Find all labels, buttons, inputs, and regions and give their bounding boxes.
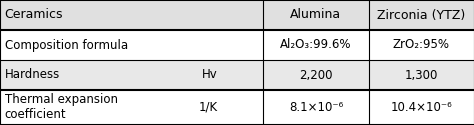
Bar (369, 90, 474, 125)
Text: 1/K: 1/K (199, 101, 218, 114)
Bar (0, 30, 263, 60)
Text: Ceramics: Ceramics (5, 8, 63, 22)
Text: Hv: Hv (202, 68, 218, 82)
Text: 1,300: 1,300 (405, 68, 438, 82)
Text: ZrO₂:95%: ZrO₂:95% (393, 38, 450, 52)
Text: 8.1×10⁻⁶: 8.1×10⁻⁶ (289, 101, 343, 114)
Text: Al₂O₃:99.6%: Al₂O₃:99.6% (280, 38, 352, 52)
Bar (263, 0, 369, 30)
Bar (369, 60, 474, 90)
Bar (0, 0, 263, 30)
Bar (369, 0, 474, 30)
Bar (263, 30, 369, 60)
Bar (0, 90, 263, 125)
Text: Hardness: Hardness (5, 68, 60, 82)
Bar (0, 60, 263, 90)
Bar (369, 30, 474, 60)
Text: 10.4×10⁻⁶: 10.4×10⁻⁶ (391, 101, 452, 114)
Text: Thermal expansion
coefficient: Thermal expansion coefficient (5, 94, 118, 122)
Text: Zirconia (YTZ): Zirconia (YTZ) (377, 8, 465, 22)
Bar (263, 60, 369, 90)
Text: Alumina: Alumina (291, 8, 341, 22)
Text: Composition formula: Composition formula (5, 38, 128, 52)
Bar (263, 90, 369, 125)
Text: 2,200: 2,200 (299, 68, 333, 82)
